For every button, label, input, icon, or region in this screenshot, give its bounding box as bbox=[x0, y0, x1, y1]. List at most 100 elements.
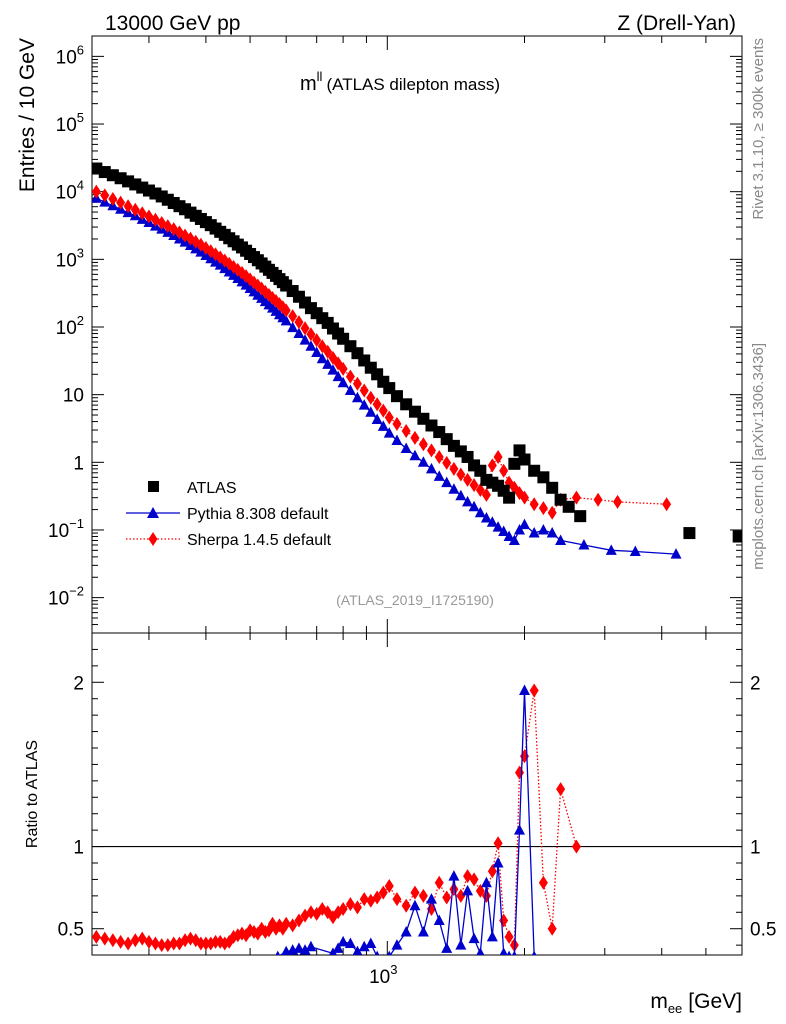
ratio-point-sherpa bbox=[401, 898, 411, 913]
data-point-sherpa bbox=[529, 497, 539, 512]
data-point-pythia bbox=[391, 434, 403, 446]
plot-title-superscript: ll bbox=[317, 69, 323, 84]
ratio-point-sherpa bbox=[493, 836, 503, 851]
ratio-point-pythia bbox=[462, 884, 474, 896]
ratio-point-pythia bbox=[433, 914, 445, 925]
data-point-sherpa bbox=[475, 482, 485, 497]
legend-pythia-label: Pythia 8.308 default bbox=[187, 506, 329, 523]
rivet-version-text: Rivet 3.1.10, ≥ 300k events bbox=[750, 38, 767, 220]
ratio-point-pythia bbox=[275, 950, 281, 955]
data-point-atlas bbox=[513, 444, 526, 457]
ratio-point-pythia bbox=[305, 940, 317, 952]
data-point-sherpa bbox=[401, 424, 411, 439]
ratio-point-sherpa bbox=[571, 839, 581, 854]
main-y-tick-label: 106 bbox=[56, 42, 84, 68]
legend-sherpa-marker bbox=[148, 532, 158, 546]
ratio-point-sherpa bbox=[442, 890, 452, 905]
data-point-pythia bbox=[311, 346, 323, 357]
data-point-sherpa bbox=[378, 403, 388, 418]
legend: ATLAS Pythia 8.308 default Sherpa 1.4.5 … bbox=[126, 480, 332, 549]
data-point-sherpa bbox=[538, 501, 548, 516]
data-point-pythia bbox=[546, 527, 558, 538]
data-point-sherpa bbox=[469, 478, 479, 493]
data-point-atlas bbox=[683, 527, 696, 540]
main-y-tick-label-exp: 5 bbox=[77, 110, 84, 125]
ratio-point-pythia bbox=[293, 942, 305, 953]
ratio-point-sherpa bbox=[338, 902, 348, 916]
data-point-sherpa bbox=[130, 202, 140, 217]
data-point-sherpa bbox=[613, 494, 623, 509]
data-point-atlas bbox=[503, 491, 516, 504]
ratio-point-pythia bbox=[344, 937, 356, 948]
data-point-sherpa bbox=[493, 449, 503, 464]
data-point-pythia bbox=[537, 523, 549, 535]
data-point-pythia bbox=[670, 548, 682, 559]
data-point-pythia bbox=[578, 538, 590, 550]
header-right-text: Z (Drell-Yan) bbox=[617, 12, 736, 35]
x-axis-label-unit: [GeV] bbox=[688, 990, 742, 1013]
legend-entry-pythia: Pythia 8.308 default bbox=[126, 506, 329, 523]
data-point-pythia bbox=[555, 534, 567, 545]
series-atlas bbox=[92, 162, 742, 543]
main-y-tick-label: 103 bbox=[56, 245, 84, 271]
main-y-tick-label: 10−1 bbox=[48, 516, 84, 542]
x-tick-label-exp: 3 bbox=[390, 962, 397, 977]
ratio-series-sherpa bbox=[92, 683, 581, 953]
data-point-pythia bbox=[332, 370, 344, 382]
main-y-tick-label-exp: 3 bbox=[77, 245, 84, 260]
ratio-point-sherpa bbox=[456, 888, 466, 903]
data-point-atlas bbox=[508, 457, 521, 470]
data-point-pythia bbox=[474, 506, 486, 518]
data-point-pythia bbox=[365, 406, 377, 417]
data-point-sherpa bbox=[288, 309, 298, 324]
ratio-point-pythia bbox=[512, 950, 517, 955]
data-point-atlas bbox=[528, 464, 541, 477]
ratio-point-sherpa bbox=[123, 936, 133, 951]
ratio-point-sherpa bbox=[150, 936, 160, 951]
x-tick-label-base: 10 bbox=[369, 967, 390, 988]
main-y-tick-label-base: 10 bbox=[56, 250, 77, 271]
data-point-sherpa bbox=[392, 416, 402, 431]
data-point-sherpa bbox=[100, 188, 110, 203]
ratio-point-pythia bbox=[386, 950, 392, 955]
ratio-point-pythia bbox=[506, 950, 512, 955]
ratio-point-sherpa bbox=[108, 933, 118, 948]
main-y-tick-label: 1 bbox=[73, 453, 84, 474]
data-point-pythia bbox=[327, 364, 339, 375]
data-point-atlas bbox=[537, 471, 550, 484]
ratio-point-pythia bbox=[328, 947, 337, 955]
x-axis-label-main: m bbox=[650, 990, 668, 1013]
data-point-sherpa bbox=[410, 430, 420, 445]
data-point-pythia bbox=[351, 391, 363, 403]
data-point-sherpa bbox=[520, 490, 530, 505]
data-point-pythia bbox=[425, 462, 437, 474]
data-point-pythia bbox=[492, 521, 504, 532]
data-point-sherpa bbox=[434, 449, 444, 464]
ratio-panel: 103 0.5 0.5 1 1 2 2 Ratio to ATLAS bbox=[24, 632, 776, 988]
data-point-pythia bbox=[409, 449, 421, 461]
data-point-pythia bbox=[287, 321, 299, 333]
main-y-tick-label-exp: −1 bbox=[69, 516, 84, 531]
legend-atlas-marker bbox=[148, 481, 159, 492]
ratio-point-sherpa bbox=[556, 782, 566, 797]
ratio-point-sherpa bbox=[157, 938, 167, 953]
data-point-pythia bbox=[337, 376, 349, 388]
ratio-point-pythia bbox=[425, 893, 437, 904]
ratio-point-sherpa bbox=[475, 883, 485, 898]
main-y-tick-label-base: 10 bbox=[56, 318, 77, 339]
ratio-point-pythia bbox=[417, 926, 429, 937]
ratio-point-sherpa bbox=[306, 905, 316, 920]
main-y-tick-label-base: 10 bbox=[56, 183, 77, 204]
data-point-atlas bbox=[732, 530, 742, 543]
data-point-atlas bbox=[546, 481, 559, 494]
plot-title: mll (ATLAS dilepton mass) bbox=[300, 69, 500, 95]
ratio-point-pythia bbox=[448, 870, 460, 881]
data-point-sherpa bbox=[92, 184, 101, 199]
ratio-point-sherpa bbox=[392, 892, 402, 907]
data-point-pythia bbox=[462, 495, 474, 507]
ratio-point-pythia bbox=[299, 944, 311, 955]
data-point-sherpa bbox=[137, 206, 147, 221]
data-point-pythia bbox=[468, 500, 480, 512]
data-point-sherpa bbox=[384, 410, 394, 425]
